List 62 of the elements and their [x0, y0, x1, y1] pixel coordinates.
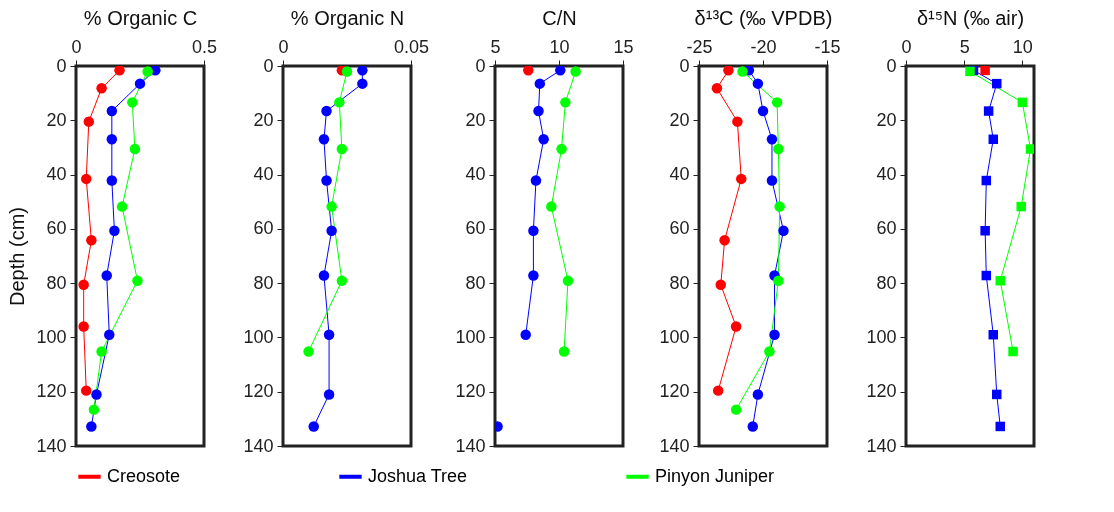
y-tick-label: 0 — [886, 55, 897, 76]
y-tick-label: 100 — [243, 326, 274, 347]
y-axis-title: Depth (cm) — [6, 207, 29, 306]
y-tick-label: 100 — [866, 326, 897, 347]
y-tick-label: 100 — [455, 326, 486, 347]
y-tick-label: 120 — [243, 381, 274, 402]
y-tick-label: 100 — [659, 326, 690, 347]
x-tick-label: -25 — [686, 36, 713, 57]
y-tick-label: 120 — [455, 381, 486, 402]
legend-label: Joshua Tree — [368, 465, 468, 486]
y-tick-label: 0 — [263, 55, 274, 76]
y-tick-label: 20 — [46, 109, 67, 130]
y-tick-label: 60 — [253, 218, 274, 239]
x-tick-label: -15 — [814, 36, 841, 57]
x-tick-label: 5 — [959, 36, 970, 57]
x-axis-title: δ¹⁵N (‰ air) — [916, 6, 1025, 29]
y-tick-label: 100 — [36, 326, 67, 347]
y-tick-label: 120 — [36, 381, 67, 402]
y-tick-label: 40 — [876, 164, 897, 185]
y-tick-label: 60 — [46, 218, 67, 239]
y-tick-label: 80 — [465, 272, 486, 293]
x-tick-label: 0 — [278, 36, 289, 57]
x-tick-label: 10 — [549, 36, 570, 57]
x-tick-label: 0 — [901, 36, 912, 57]
x-tick-label: -20 — [750, 36, 777, 57]
y-tick-label: 20 — [669, 109, 690, 130]
x-axis-title: % Organic N — [290, 6, 405, 29]
y-tick-label: 40 — [465, 164, 486, 185]
x-tick-label: 15 — [613, 36, 634, 57]
y-tick-label: 140 — [659, 435, 690, 456]
y-tick-label: 60 — [669, 218, 690, 239]
y-tick-label: 0 — [56, 55, 67, 76]
y-tick-label: 80 — [253, 272, 274, 293]
x-tick-label: 5 — [490, 36, 501, 57]
y-tick-label: 20 — [876, 109, 897, 130]
y-tick-label: 140 — [866, 435, 897, 456]
x-axis-title: δ¹³C (‰ VPDB) — [694, 6, 833, 29]
y-tick-label: 0 — [475, 55, 486, 76]
y-tick-label: 0 — [679, 55, 690, 76]
y-tick-label: 120 — [866, 381, 897, 402]
y-tick-label: 60 — [465, 218, 486, 239]
legend-label: Pinyon Juniper — [655, 465, 775, 486]
y-tick-label: 20 — [253, 109, 274, 130]
y-tick-label: 40 — [46, 164, 67, 185]
y-tick-label: 80 — [669, 272, 690, 293]
x-tick-label: 10 — [1012, 36, 1033, 57]
y-tick-label: 60 — [876, 218, 897, 239]
y-tick-label: 140 — [243, 435, 274, 456]
x-tick-label: 0 — [71, 36, 82, 57]
y-tick-label: 40 — [253, 164, 274, 185]
x-axis-title: C/N — [542, 6, 577, 29]
y-tick-label: 140 — [455, 435, 486, 456]
y-tick-label: 80 — [46, 272, 67, 293]
x-tick-label: 0.5 — [191, 36, 218, 57]
x-axis-title: % Organic C — [83, 6, 198, 29]
y-tick-label: 40 — [669, 164, 690, 185]
y-tick-label: 20 — [465, 109, 486, 130]
y-tick-label: 140 — [36, 435, 67, 456]
x-tick-label: 0.05 — [393, 36, 430, 57]
y-tick-label: 80 — [876, 272, 897, 293]
legend-label: Creosote — [107, 465, 181, 486]
y-tick-label: 120 — [659, 381, 690, 402]
